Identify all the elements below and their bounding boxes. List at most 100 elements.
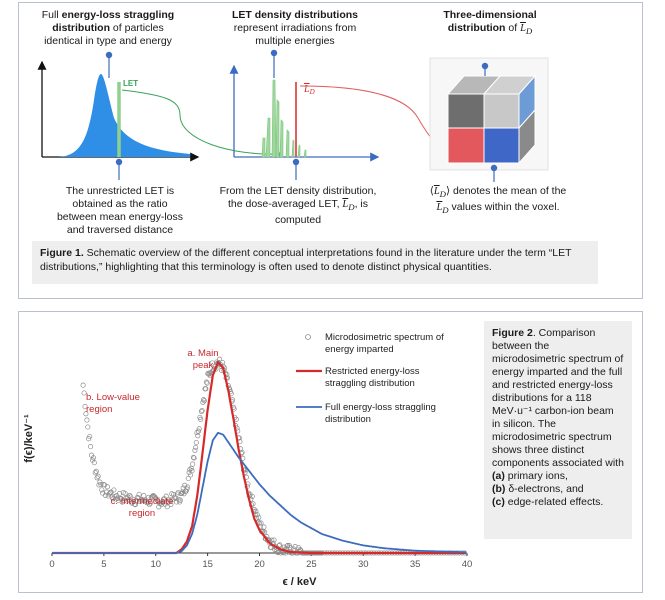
spectrum-point bbox=[115, 495, 121, 501]
spectrum-point bbox=[190, 461, 196, 467]
spectrum-point bbox=[201, 397, 207, 403]
figure-2-caption-label: Figure 2 bbox=[492, 327, 533, 339]
spectrum-point bbox=[171, 491, 177, 497]
spectrum-point bbox=[84, 417, 90, 423]
col1-bottom-text: The unrestricted LET is obtained as the … bbox=[56, 185, 184, 236]
col1-top-bold: energy-loss straggling distribution bbox=[52, 9, 175, 34]
spectrum-point bbox=[81, 390, 87, 396]
spectrum-chart: 0 5 10 15 20 25 30 35 40 ϵ / keV f(ϵ)/keV⁻¹ a. Mai… bbox=[23, 328, 473, 588]
x-tick-label: 35 bbox=[410, 559, 421, 570]
figure-1-diagram: LET LD bbox=[37, 49, 549, 182]
figure-2-caption-text: . Comparison between the microdosimetric… bbox=[492, 327, 624, 469]
spectrum-point bbox=[147, 500, 153, 506]
y-axis-label: f(ϵ)/keV⁻¹ bbox=[23, 414, 35, 463]
spectrum-point bbox=[82, 404, 88, 410]
item-a-tag: (a) bbox=[492, 470, 505, 482]
figure-1-caption: Figure 1. Schematic overview of the diff… bbox=[32, 241, 598, 284]
spectrum-point bbox=[172, 494, 178, 500]
col2-bottom-b: LET, bbox=[318, 198, 343, 210]
col1-top-pre: Full bbox=[41, 9, 62, 21]
ld-label-col2: LD bbox=[303, 84, 315, 96]
spectrum-point bbox=[177, 497, 183, 503]
annotation-low-value: b. Low-value region bbox=[86, 392, 140, 415]
spectrum-point bbox=[128, 494, 134, 500]
spectrum-point bbox=[194, 430, 200, 436]
col2-dot-top bbox=[270, 49, 278, 57]
col1-dot-bottom bbox=[115, 158, 123, 166]
let-label: LET bbox=[123, 79, 138, 88]
spectrum-point bbox=[127, 493, 133, 499]
spectrum-point bbox=[107, 490, 113, 496]
voxel-cube bbox=[429, 57, 549, 171]
x-tick-label: 5 bbox=[101, 559, 106, 570]
col3-top-bold: Three-dimensional distribution bbox=[443, 9, 537, 34]
spectrum-point bbox=[93, 468, 99, 474]
spectrum-point bbox=[262, 529, 268, 535]
x-axis-label: ϵ / keV bbox=[282, 576, 317, 588]
let-density-spikes bbox=[261, 79, 307, 158]
spectrum-point bbox=[191, 455, 197, 461]
spectrum-point bbox=[168, 501, 174, 507]
spectrum-point bbox=[106, 491, 112, 497]
col3-dot-top bbox=[481, 62, 489, 70]
spectrum-point bbox=[196, 426, 202, 432]
col3-top-text: Three-dimensional distribution of LD bbox=[420, 9, 560, 38]
spectrum-point bbox=[217, 356, 223, 362]
spectrum-point bbox=[87, 433, 93, 440]
spectrum-point bbox=[198, 408, 204, 414]
x-tick-label: 15 bbox=[202, 559, 213, 570]
straggling-distribution-shape bbox=[58, 74, 190, 157]
spectrum-point bbox=[89, 457, 96, 463]
red-arrow bbox=[299, 85, 445, 150]
spectrum-point bbox=[92, 470, 98, 476]
spectrum-point bbox=[173, 495, 179, 501]
spectrum-point bbox=[193, 444, 199, 451]
x-tick-label: 40 bbox=[462, 559, 473, 570]
col2-top-bold: LET density distributions bbox=[231, 9, 358, 21]
spectrum-point bbox=[98, 482, 104, 488]
x-tick-label: 10 bbox=[150, 559, 161, 570]
spectrum-point bbox=[193, 439, 199, 446]
spectrum-point bbox=[90, 455, 96, 461]
col3-top-rest: of bbox=[505, 22, 521, 34]
annotation-intermediate: c. Intermediate region bbox=[111, 496, 174, 519]
col1-top-text: Full energy-loss straggling distribution… bbox=[38, 9, 178, 48]
col2-bottom-c: , is computed bbox=[274, 198, 369, 227]
spectrum-point bbox=[190, 454, 196, 460]
spectrum-point bbox=[254, 512, 260, 518]
ld-bar-symbol-3: LD bbox=[436, 202, 449, 216]
spectrum-point bbox=[122, 490, 128, 496]
spectrum-point bbox=[219, 359, 226, 366]
spectrum-point bbox=[198, 416, 204, 422]
col3-dot-bottom bbox=[490, 164, 498, 172]
legend-box bbox=[290, 328, 466, 443]
spectrum-point bbox=[104, 484, 110, 490]
spectrum-point bbox=[195, 433, 201, 439]
col2-dot-bottom bbox=[292, 158, 300, 166]
spectrum-point bbox=[271, 537, 277, 543]
spectrum-point bbox=[136, 491, 142, 497]
spectrum-point bbox=[185, 475, 191, 482]
spectrum-point bbox=[204, 380, 210, 386]
col2-bottom-text: From the LET density distribution, the d… bbox=[218, 185, 378, 227]
col3-bottom-b: ⟩ denotes the mean of the bbox=[446, 185, 567, 197]
legend-label: Restricted energy-loss straggling distrib… bbox=[325, 366, 420, 389]
spectrum-point bbox=[187, 472, 194, 478]
spectrum-point bbox=[258, 520, 264, 526]
spectrum-point bbox=[185, 484, 191, 490]
spectrum-point bbox=[116, 491, 123, 497]
spectrum-point bbox=[166, 496, 172, 502]
spectrum-point bbox=[83, 411, 89, 417]
spectrum-point bbox=[111, 487, 117, 493]
chart-text: a. Main peak b. Low-value region c. Intermed… bbox=[86, 348, 219, 519]
col2-top-rest: represent irradiations from multiple ene… bbox=[233, 22, 357, 47]
x-tick-label: 0 bbox=[49, 559, 54, 570]
col2-bottom-a: From the LET density distribution, the d… bbox=[219, 185, 377, 210]
spectrum-point bbox=[195, 428, 202, 434]
item-b-tag: (b) bbox=[492, 483, 506, 495]
spectrum-point bbox=[88, 444, 94, 450]
legend-marker-spectrum bbox=[305, 334, 311, 340]
col3-bottom-c: values within the voxel. bbox=[448, 201, 560, 214]
spectrum-point bbox=[200, 399, 206, 405]
spectrum-point bbox=[201, 398, 207, 404]
